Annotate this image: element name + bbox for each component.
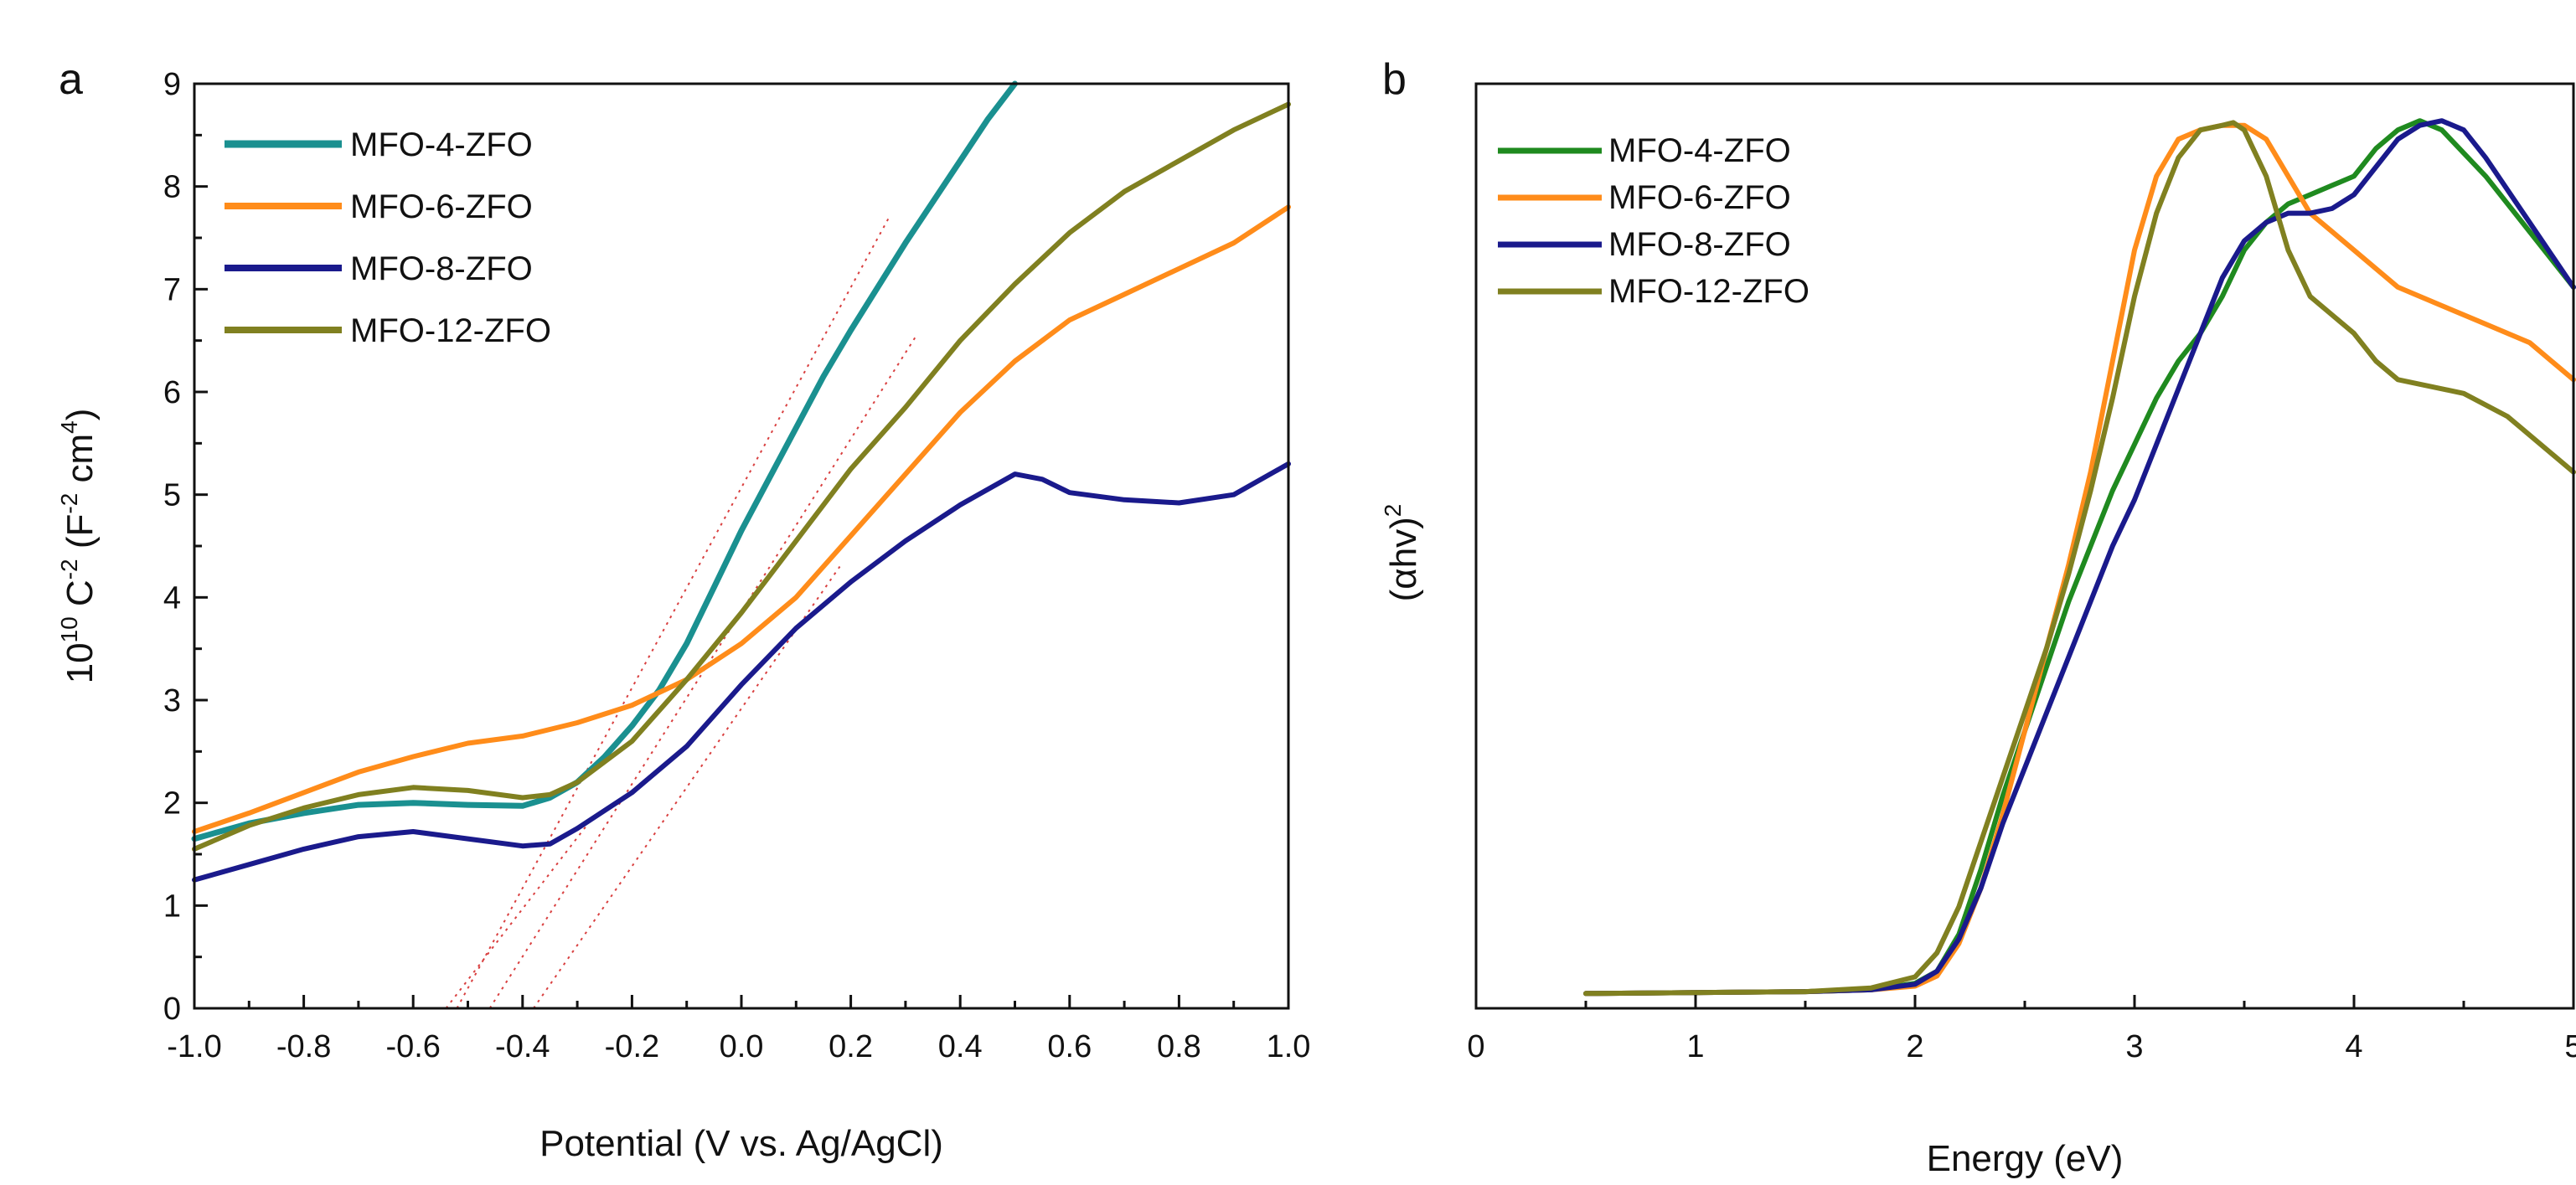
y-tick-label: 5 [163, 478, 181, 513]
fit-line-3 [445, 822, 589, 1009]
y-tick-label: 3 [163, 683, 181, 719]
legend-label: MFO-8-ZFO [350, 250, 533, 287]
x-tick-label: 1 [1686, 1029, 1704, 1064]
series-group [191, 80, 1291, 883]
x-tick-label: 4 [2345, 1029, 2362, 1064]
legend: MFO-4-ZFO MFO-6-ZFO MFO-8-ZFO MFO-12-ZFO [1498, 132, 1809, 310]
series-line-mfo-12-zfo [1583, 120, 2576, 997]
x-tick-label: 3 [2125, 1029, 2143, 1064]
x-tick-label: 0.2 [829, 1029, 873, 1064]
x-tick-label: 0.6 [1047, 1029, 1092, 1064]
series-line-mfo-8-zfo [192, 461, 1291, 883]
legend-label: MFO-12-ZFO [350, 312, 551, 349]
x-tick-label: -0.8 [276, 1029, 331, 1064]
y-tick-label: 1 [163, 889, 181, 924]
x-tick-label: -0.6 [385, 1029, 440, 1064]
x-ticks: -1.0 -0.8 -0.6 -0.4 -0.2 0.0 0.2 0.4 0.6 0.8 1.0 [167, 995, 1310, 1064]
y-tick-label: 8 [163, 170, 181, 205]
x-tick-label: -0.4 [495, 1029, 550, 1064]
y-tick-label: 9 [163, 67, 181, 102]
y-ticks: 0 1 2 3 4 5 6 7 8 9 [163, 67, 208, 1027]
y-axis-title: (αhv)2 [1380, 504, 1424, 602]
x-tick-label: 0 [1467, 1029, 1484, 1064]
panel-a: a -1.0 -0.8 -0.6 -0.4 -0.2 0.0 0.2 0.4 0.6 0.8 1.0… [56, 55, 1310, 1164]
legend-label: MFO-4-ZFO [1608, 132, 1791, 169]
x-axis-title: Potential (V vs. Ag/AgCl) [539, 1123, 943, 1164]
x-tick-label: 2 [1906, 1029, 1923, 1064]
series-line-mfo-6-zfo [1583, 122, 2576, 997]
series-line-mfo-12-zfo [192, 101, 1291, 852]
x-tick-label: -0.2 [605, 1029, 659, 1064]
legend: MFO-4-ZFO MFO-6-ZFO MFO-8-ZFO MFO-12-ZFO [225, 126, 551, 349]
y-tick-label: 2 [163, 786, 181, 822]
series-line-mfo-4-zfo [191, 80, 1018, 842]
x-tick-label: 0.0 [720, 1029, 764, 1064]
legend-label: MFO-6-ZFO [1608, 179, 1791, 216]
legend-label: MFO-12-ZFO [1608, 273, 1809, 310]
x-ticks: 0 1 2 3 4 5 [1467, 995, 2576, 1064]
legend-label: MFO-8-ZFO [1608, 226, 1791, 263]
x-axis-title: Energy (eV) [1927, 1138, 2124, 1179]
fit-line-1 [488, 334, 917, 1009]
series-line-mfo-6-zfo [192, 204, 1291, 834]
y-tick-label: 7 [163, 272, 181, 307]
panel-letter-a: a [59, 55, 83, 104]
x-tick-label: 1.0 [1267, 1029, 1311, 1064]
series-group [1583, 118, 2576, 997]
plot-frame [1474, 82, 2575, 1010]
y-tick-label: 6 [163, 375, 181, 410]
legend-label: MFO-6-ZFO [350, 188, 533, 225]
fit-lines [445, 217, 917, 1009]
x-tick-label: 0.8 [1157, 1029, 1201, 1064]
x-tick-label: -1.0 [167, 1029, 221, 1064]
y-tick-label: 4 [163, 580, 181, 616]
series-line-mfo-8-zfo [1583, 118, 2576, 997]
x-tick-label: 5 [2564, 1029, 2576, 1064]
y-tick-label: 0 [163, 992, 181, 1027]
x-tick-label: 0.4 [938, 1029, 983, 1064]
panel-letter-b: b [1382, 55, 1407, 104]
y-axis-title: 1010 C-2 (F-2 cm4) [56, 409, 101, 684]
legend-label: MFO-4-ZFO [350, 126, 533, 163]
